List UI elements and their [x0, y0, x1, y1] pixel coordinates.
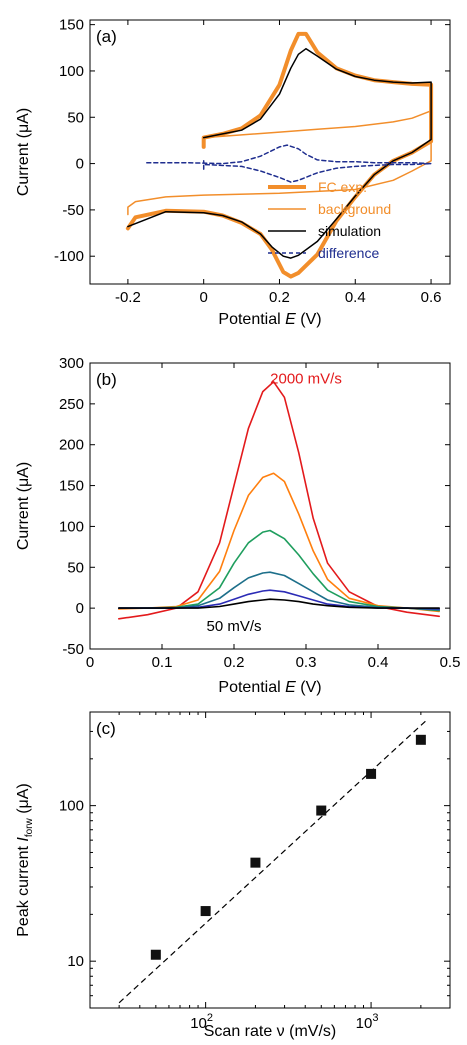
legend-label-difference: difference: [318, 245, 379, 261]
a-x-tick-label: 0.4: [345, 289, 366, 306]
panel-b-label: (b): [96, 370, 117, 389]
series-1000-mvs: [118, 472, 441, 613]
a-y-tick-label: 50: [67, 109, 84, 126]
c-x-tick-label: 102: [190, 1012, 213, 1032]
panel-a-axes-frame: [89, 19, 451, 285]
panel-c-y-ticks: 10 100: [59, 711, 450, 1009]
a-y-tick-label: -100: [54, 248, 84, 265]
b-x-tick-label: 0.5: [440, 654, 461, 671]
b-y-tick-label: 200: [59, 437, 84, 454]
b-y-tick-label: 100: [59, 518, 84, 535]
panel-b-axes-frame: [89, 362, 451, 650]
data-point: [200, 906, 211, 917]
panel-c-x-axis-label: Scan rate ν (mV/s): [204, 1023, 336, 1040]
c-x-tick-label: 103: [356, 1012, 379, 1032]
data-point: [150, 949, 161, 960]
b-x-tick-label: 0.4: [368, 654, 389, 671]
annotation-50-mvs: 50 mV/s: [206, 618, 261, 635]
a-y-tick-label: 150: [59, 17, 84, 34]
panel-a-label: (a): [96, 27, 117, 46]
b-x-tick-label: 0: [86, 654, 94, 671]
a-x-tick-label: -0.2: [115, 289, 141, 306]
panel-c-x-ticks: 102 103: [89, 712, 451, 1032]
panel-b-x-ticks: 0 0.1 0.2 0.3 0.4 0.5: [86, 363, 461, 671]
panel-b-y-axis-label: Current (μA): [15, 462, 32, 550]
b-x-tick-label: 0.3: [296, 654, 317, 671]
fit-line: [118, 718, 429, 1004]
b-y-tick-label: 150: [59, 478, 84, 495]
b-y-tick-label: 300: [59, 355, 84, 372]
b-x-tick-label: 0.2: [224, 654, 245, 671]
a-x-tick-label: 0: [200, 289, 208, 306]
panel-a-x-ticks: -0.2 0 0.2 0.4 0.6: [115, 20, 442, 306]
legend-label-fc-exp: FC exp.: [318, 179, 367, 195]
c-y-tick-label: 100: [59, 798, 84, 815]
panel-c-fit-line: [118, 718, 429, 1004]
legend-label-background: background: [318, 201, 391, 217]
panel-a-chart: -0.2 0 0.2 0.4 0.6 -100 -50 0 50 100 150 (a) Pote…: [15, 17, 451, 328]
panel-b-x-axis-label: Potential E (V): [218, 679, 321, 696]
panel-a-legend: FC exp. background simulation difference: [268, 179, 391, 261]
series-background: [127, 110, 432, 216]
data-point: [316, 805, 327, 816]
panel-c-points: [150, 734, 426, 960]
legend-label-simulation: simulation: [318, 223, 381, 239]
panel-b-y-ticks: -50 0 50 100 150 200 250 300: [59, 355, 450, 658]
series-2000-mvs: [118, 380, 441, 620]
a-y-tick-label: -50: [62, 202, 84, 219]
panel-c-label: (c): [96, 719, 116, 738]
panel-a-y-ticks: -100 -50 0 50 100 150: [54, 17, 450, 265]
panel-c-y-axis-label: Peak current Iforw (μA): [15, 783, 35, 937]
series-200-mvs: [118, 571, 441, 611]
b-y-tick-label: 250: [59, 396, 84, 413]
series-simulation: [127, 47, 432, 259]
series-fc-exp: [125, 31, 434, 279]
panel-a-y-axis-label: Current (μA): [15, 108, 32, 196]
data-point: [250, 857, 261, 868]
a-y-tick-label: 100: [59, 63, 84, 80]
a-x-tick-label: 0.2: [269, 289, 290, 306]
b-y-tick-label: 0: [76, 600, 84, 617]
panel-c-chart: 102 103 10 100 (c) Scan rate ν (mV/s) Peak…: [15, 711, 451, 1040]
annotation-2000-mvs: 2000 mV/s: [270, 370, 342, 387]
data-point: [366, 768, 377, 779]
series-500-mvs: [118, 529, 441, 612]
panel-a-x-axis-label: Potential E (V): [218, 311, 321, 328]
panel-b-series: [118, 380, 441, 620]
a-x-tick-label: 0.6: [421, 289, 442, 306]
panel-a-series: [125, 31, 434, 279]
series-difference: [146, 144, 432, 183]
b-x-tick-label: 0.1: [152, 654, 173, 671]
panel-c-axes-frame: [89, 711, 451, 1009]
b-y-tick-label: 50: [67, 559, 84, 576]
a-y-tick-label: 0: [76, 156, 84, 173]
b-y-tick-label: -50: [62, 641, 84, 658]
series-50-mvs: [118, 598, 441, 609]
data-point: [415, 734, 426, 745]
c-y-tick-label: 10: [67, 953, 84, 970]
